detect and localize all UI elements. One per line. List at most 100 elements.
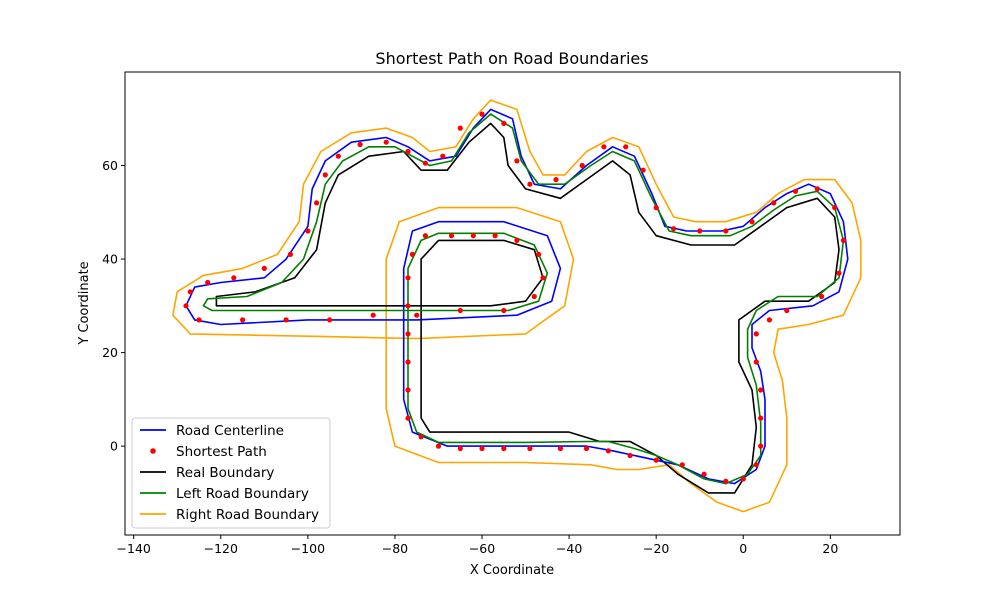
shortest-path-point xyxy=(457,125,463,131)
shortest-path-point xyxy=(653,205,659,211)
shortest-path-point xyxy=(479,111,485,117)
series-layer xyxy=(172,99,862,513)
shortest-path-point xyxy=(422,233,428,239)
shortest-path-point xyxy=(405,387,411,393)
legend: Road Centerline Shortest Path Real Boundar… xyxy=(131,417,331,529)
shortest-path-point xyxy=(671,226,677,232)
shortest-path-point xyxy=(753,331,759,337)
shortest-path-point xyxy=(335,153,341,159)
shortest-path-point xyxy=(527,181,533,187)
y-tick-label: 60 xyxy=(102,158,118,173)
shortest-path-point xyxy=(601,144,607,150)
y-axis-label: Y Coordinate xyxy=(77,261,92,345)
shortest-path-point xyxy=(405,359,411,365)
shortest-path-point xyxy=(758,387,764,393)
shortest-path-point xyxy=(470,233,476,239)
shortest-path-point xyxy=(605,448,611,454)
shortest-path-point xyxy=(183,303,189,309)
shortest-path-point xyxy=(492,233,498,239)
shortest-path-point xyxy=(383,139,389,145)
shortest-path-point xyxy=(370,312,376,318)
shortest-path-point xyxy=(501,445,507,452)
y-tick-label: 0 xyxy=(110,439,118,454)
legend-label: Right Road Boundary xyxy=(176,507,319,523)
shortest-path-point xyxy=(409,251,415,257)
shortest-path-point xyxy=(287,251,293,257)
shortest-path-point xyxy=(557,445,564,452)
shortest-path-point xyxy=(583,445,590,452)
shortest-path-point xyxy=(814,186,820,192)
shortest-path-point xyxy=(418,434,424,440)
x-tick-label: −100 xyxy=(291,541,325,556)
shortest-path-point xyxy=(435,443,442,449)
x-axis-label: X Coordinate xyxy=(470,563,554,578)
shortest-path-point xyxy=(679,462,685,468)
x-tick-label: −140 xyxy=(117,541,151,556)
shortest-path-point xyxy=(766,317,773,323)
shortest-path-point xyxy=(405,303,411,309)
shortest-path-point xyxy=(514,158,520,164)
shortest-path-point xyxy=(327,317,333,323)
shortest-path-point xyxy=(640,167,646,173)
legend-label: Real Boundary xyxy=(176,465,274,481)
shortest-path-point xyxy=(357,141,363,148)
shortest-path-point xyxy=(792,188,799,194)
shortest-path-point xyxy=(740,476,746,482)
shortest-path-point xyxy=(205,279,211,286)
shortest-path-point xyxy=(196,317,202,323)
shortest-path-point xyxy=(261,265,267,271)
shortest-path-point xyxy=(579,162,585,169)
shortest-path-point xyxy=(697,228,703,234)
shortest-path-point xyxy=(819,293,825,300)
series-real-boundary xyxy=(215,122,840,494)
shortest-path-point xyxy=(527,445,533,452)
x-tick-label: −60 xyxy=(469,541,495,556)
shortest-path-point xyxy=(422,160,428,166)
x-tick-label: −20 xyxy=(643,541,669,556)
shortest-path-point xyxy=(701,471,707,477)
shortest-path-point xyxy=(540,275,546,281)
y-tick-label: 40 xyxy=(102,252,118,267)
shortest-path-point xyxy=(457,445,463,452)
axes-frame xyxy=(124,71,901,536)
series-shortest-path xyxy=(183,111,847,484)
shortest-path-point xyxy=(501,307,507,314)
legend-box xyxy=(131,417,331,529)
shortest-path-point xyxy=(627,452,633,459)
shortest-path-point xyxy=(531,293,537,300)
shortest-path-point xyxy=(753,359,759,365)
x-tick-label: −80 xyxy=(382,541,408,556)
shortest-path-point xyxy=(553,177,559,183)
x-tick-label: −40 xyxy=(556,541,582,556)
shortest-path-point xyxy=(405,331,411,337)
shortest-path-point xyxy=(536,251,542,257)
shortest-path-point xyxy=(623,144,629,150)
shortest-path-point xyxy=(501,120,507,126)
shortest-path-point xyxy=(479,445,485,452)
shortest-path-point xyxy=(314,200,320,206)
shortest-path-point xyxy=(784,307,790,314)
shortest-path-point xyxy=(283,317,289,323)
shortest-path-point xyxy=(749,219,755,225)
shortest-path-point xyxy=(240,317,246,323)
shortest-path-point xyxy=(322,172,328,178)
x-tick-label: −120 xyxy=(204,541,238,556)
shortest-path-point xyxy=(514,237,520,243)
series-right-road-boundary xyxy=(172,99,862,513)
shortest-path-point xyxy=(414,312,420,318)
shortest-path-point xyxy=(723,478,729,484)
chart-title: Shortest Path on Road Boundaries xyxy=(375,49,648,68)
shortest-path-point xyxy=(758,443,764,449)
x-tick-label: 0 xyxy=(739,541,747,556)
shortest-path-point xyxy=(405,275,411,281)
ticks-layer: −140 −120 −100 −80 −60 −40 −20 0 20 0 20 40 60 xyxy=(102,158,838,556)
shortest-path-point xyxy=(448,233,455,239)
shortest-path-point xyxy=(440,153,446,159)
shortest-path-point xyxy=(832,205,838,211)
legend-label: Left Road Boundary xyxy=(176,486,309,502)
shortest-path-point xyxy=(305,228,311,234)
legend-label: Shortest Path xyxy=(176,444,267,460)
shortest-path-point xyxy=(723,228,729,234)
